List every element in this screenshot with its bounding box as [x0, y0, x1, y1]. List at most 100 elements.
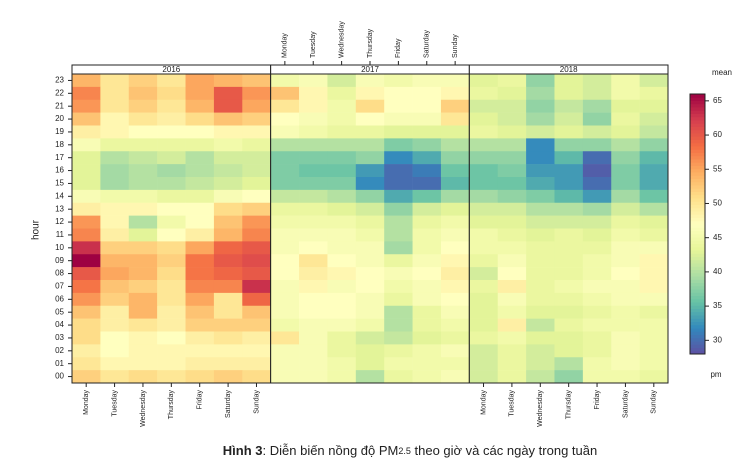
cell: [213, 138, 243, 152]
cell: [128, 331, 158, 345]
cell: [185, 202, 215, 216]
cell: [582, 112, 612, 126]
cell: [384, 292, 413, 307]
cell: [526, 125, 555, 139]
cell: [384, 267, 413, 281]
colorbar-segment: [690, 168, 705, 173]
colorbar-segment: [690, 240, 705, 244]
cell: [270, 177, 300, 191]
cell: [72, 164, 101, 178]
cell: [327, 280, 357, 294]
cell: [100, 228, 130, 242]
cell: [327, 177, 357, 191]
cell: [611, 305, 640, 319]
cell: [582, 370, 612, 384]
colorbar-segment: [690, 279, 705, 283]
cell: [242, 370, 271, 384]
cell: [469, 74, 499, 88]
colorbar-segment: [690, 224, 705, 228]
cell: [299, 189, 328, 204]
cell: [582, 267, 612, 281]
cell: [128, 74, 158, 88]
cell: [157, 228, 186, 242]
cell: [270, 112, 300, 126]
cell: [213, 215, 243, 229]
cell: [270, 357, 300, 371]
cell: [639, 357, 669, 371]
cell: [639, 189, 669, 204]
cell: [554, 86, 584, 101]
cell: [412, 370, 442, 384]
cell: [72, 202, 101, 216]
cell: [185, 305, 215, 319]
colorbar-segment: [690, 308, 705, 313]
cell: [355, 267, 385, 281]
cell: [582, 228, 612, 242]
cell: [412, 74, 442, 88]
cell: [554, 228, 584, 242]
cell: [128, 189, 158, 204]
cell: [327, 305, 357, 319]
cell: [157, 292, 186, 307]
cell: [100, 241, 130, 255]
cell: [128, 99, 158, 113]
cell: [412, 318, 442, 332]
colorbar-segment: [690, 298, 705, 303]
cell: [440, 151, 470, 165]
y-axis-label: hour: [31, 219, 42, 240]
panel-title: 2018: [560, 65, 578, 74]
cell: [440, 254, 470, 268]
cell: [611, 357, 640, 371]
cell: [582, 74, 612, 88]
cell: [327, 344, 357, 358]
y-tick-label: 06: [55, 294, 64, 303]
caption-subscript: 2.5: [398, 446, 411, 456]
cell: [100, 164, 130, 178]
cell: [469, 267, 499, 281]
cell: [299, 241, 328, 255]
cell: [185, 318, 215, 332]
cell: [526, 177, 555, 191]
cell: [639, 228, 669, 242]
cell: [611, 74, 640, 88]
colorbar-title: mean: [712, 68, 732, 77]
cell: [611, 86, 640, 101]
cell: [72, 318, 101, 332]
cell: [242, 357, 271, 371]
x-tick-label: Tuesday: [111, 390, 118, 417]
colorbar-segment: [690, 133, 705, 137]
cell: [72, 112, 101, 126]
colorbar-segment: [690, 295, 705, 300]
cell: [440, 318, 470, 332]
cell: [299, 151, 328, 165]
cell: [412, 305, 442, 319]
cell: [412, 86, 442, 101]
colorbar-segment: [690, 266, 705, 270]
colorbar-segment: [690, 315, 705, 319]
cell: [526, 189, 555, 204]
cell: [611, 344, 640, 358]
cell: [526, 151, 555, 165]
cell: [327, 292, 357, 307]
cell: [213, 241, 243, 255]
cell: [554, 267, 584, 281]
cell: [639, 241, 669, 255]
cell: [469, 112, 499, 126]
cell: [554, 254, 584, 268]
cell: [242, 125, 271, 139]
cell: [72, 151, 101, 165]
cell: [355, 280, 385, 294]
cell: [582, 215, 612, 229]
colorbar-frame: [689, 93, 706, 355]
cell: [242, 254, 271, 268]
colorbar-tick-label: 45: [713, 233, 722, 242]
colorbar-segment: [690, 347, 705, 352]
cell: [242, 112, 271, 126]
cell: [299, 228, 328, 242]
cell: [526, 280, 555, 294]
y-tick-label: 16: [55, 166, 64, 175]
cell: [412, 267, 442, 281]
colorbar-segment: [690, 123, 705, 127]
cell: [157, 177, 186, 191]
cell: [639, 151, 669, 165]
